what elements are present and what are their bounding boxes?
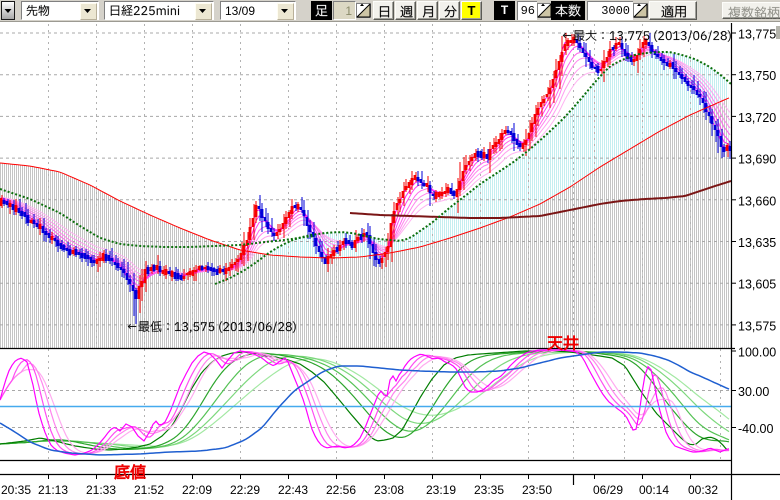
svg-text:21:33: 21:33 [86, 483, 116, 497]
svg-text:-40.00: -40.00 [738, 422, 773, 436]
svg-text:21:52: 21:52 [134, 483, 164, 497]
svg-text:22:09: 22:09 [182, 483, 212, 497]
svg-text:100.00: 100.00 [738, 346, 776, 360]
svg-text:13,720: 13,720 [738, 111, 776, 125]
svg-text:23:50: 23:50 [522, 483, 552, 497]
svg-text:22:43: 22:43 [278, 483, 308, 497]
svg-text:21:13: 21:13 [38, 483, 68, 497]
svg-text:00:14: 00:14 [639, 483, 669, 497]
svg-text:06/29: 06/29 [593, 483, 623, 497]
svg-text:20:35: 20:35 [1, 483, 31, 497]
svg-text:22:56: 22:56 [326, 483, 356, 497]
svg-text:13,690: 13,690 [738, 153, 776, 167]
svg-text:00:32: 00:32 [688, 483, 718, 497]
svg-text:13,775: 13,775 [738, 28, 776, 42]
svg-text:30.00: 30.00 [738, 385, 769, 399]
svg-text:13,575: 13,575 [738, 319, 776, 333]
svg-text:13,750: 13,750 [738, 69, 776, 83]
svg-text:23:35: 23:35 [474, 483, 504, 497]
svg-text:22:29: 22:29 [230, 483, 260, 497]
svg-text:13,605: 13,605 [738, 278, 776, 292]
svg-text:13,635: 13,635 [738, 236, 776, 250]
svg-text:23:08: 23:08 [374, 483, 404, 497]
svg-text:13,660: 13,660 [738, 194, 776, 208]
svg-text:23:19: 23:19 [426, 483, 456, 497]
